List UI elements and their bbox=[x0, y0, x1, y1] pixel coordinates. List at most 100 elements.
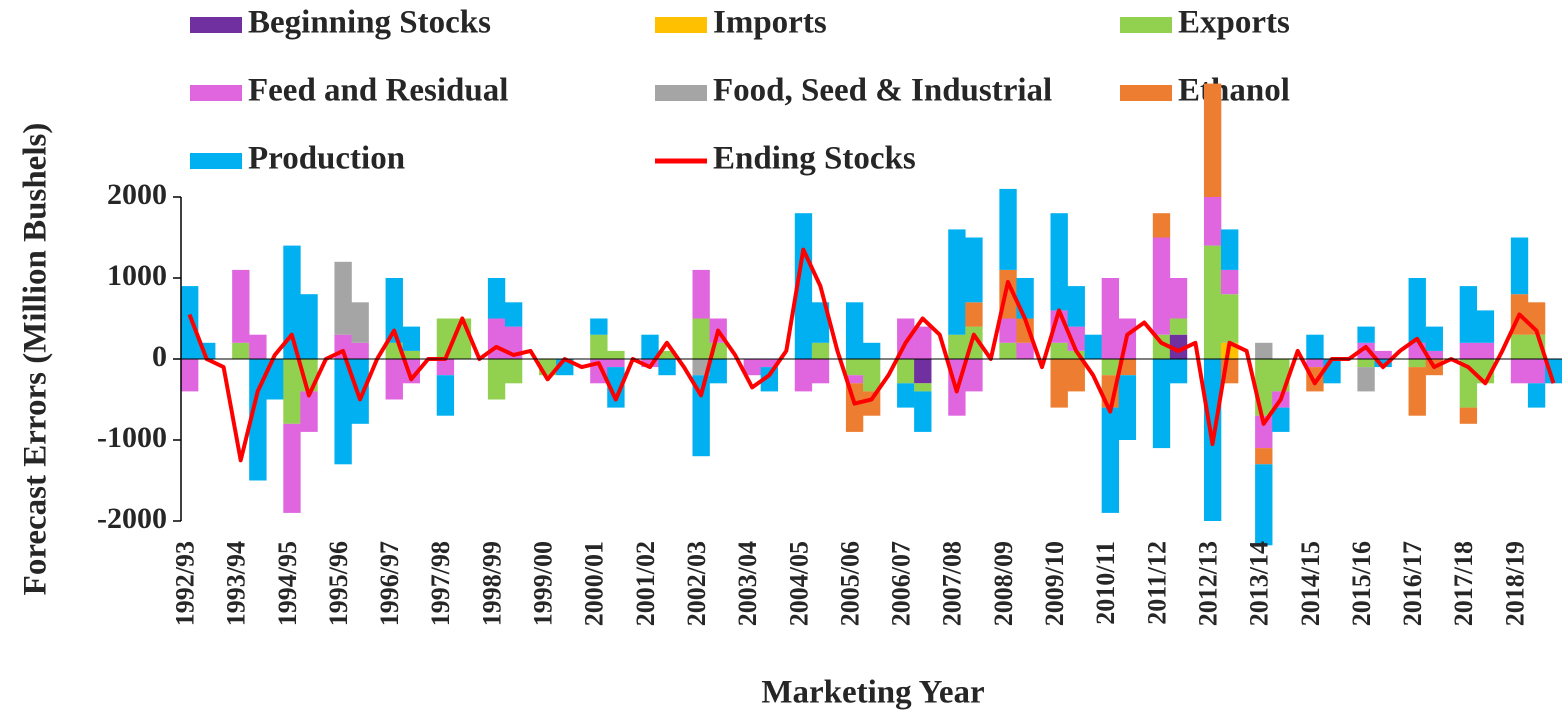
bar bbox=[351, 342, 369, 359]
bar bbox=[897, 383, 915, 408]
bar bbox=[1272, 407, 1290, 432]
bar bbox=[692, 318, 710, 359]
y-tick-label: 0 bbox=[152, 340, 167, 373]
bar bbox=[1118, 359, 1137, 376]
bar bbox=[658, 359, 676, 376]
bar bbox=[504, 359, 523, 384]
legend-label: Exports bbox=[1178, 5, 1290, 41]
x-tick-label: 2003/04 bbox=[733, 541, 762, 626]
x-tick-label: 2007/08 bbox=[938, 541, 967, 626]
x-axis-title: Marketing Year bbox=[761, 675, 984, 711]
bar bbox=[385, 359, 403, 400]
bar bbox=[1152, 359, 1171, 449]
bar bbox=[283, 423, 301, 513]
bar bbox=[1169, 278, 1188, 319]
bar bbox=[1357, 367, 1375, 392]
x-tick-label: 1996/97 bbox=[375, 541, 404, 626]
bar bbox=[811, 359, 830, 384]
y-tick-label: -1000 bbox=[97, 421, 167, 454]
bar bbox=[181, 286, 199, 359]
bar bbox=[794, 213, 813, 359]
bar bbox=[1169, 334, 1188, 359]
legend-swatch bbox=[655, 85, 707, 101]
bar bbox=[811, 342, 830, 359]
bar bbox=[487, 359, 506, 400]
bar bbox=[351, 359, 369, 424]
bar bbox=[1527, 383, 1546, 408]
bar bbox=[1476, 310, 1495, 343]
bar bbox=[1255, 415, 1273, 449]
legend-label: Production bbox=[248, 141, 405, 177]
legend-label: Beginning Stocks bbox=[248, 5, 491, 41]
bar bbox=[845, 375, 864, 384]
bar bbox=[1255, 448, 1273, 465]
x-tick-label: 2006/07 bbox=[887, 541, 916, 626]
bar bbox=[658, 350, 676, 359]
bar bbox=[1408, 278, 1426, 343]
x-tick-label: 1999/00 bbox=[529, 541, 558, 626]
bar bbox=[487, 278, 506, 319]
x-tick-label: 2013/14 bbox=[1245, 541, 1274, 626]
x-tick-label: 2004/05 bbox=[784, 541, 813, 626]
bar bbox=[590, 334, 608, 359]
bar bbox=[1067, 359, 1085, 392]
x-tick-label: 2016/17 bbox=[1398, 541, 1427, 626]
bar bbox=[845, 359, 864, 376]
bar bbox=[1459, 407, 1478, 424]
legend-label: Feed and Residual bbox=[248, 73, 508, 109]
bar bbox=[300, 391, 318, 432]
bar bbox=[266, 359, 284, 400]
line-series bbox=[187, 247, 1556, 463]
bar bbox=[1459, 286, 1478, 343]
bar bbox=[794, 359, 813, 392]
bar bbox=[232, 342, 250, 359]
bar bbox=[1357, 326, 1375, 343]
bar bbox=[1221, 229, 1239, 270]
x-tick-label: 2014/15 bbox=[1296, 541, 1325, 626]
bar bbox=[1374, 359, 1392, 368]
bar bbox=[453, 318, 472, 359]
y-axis-title: Forecast Errors (Million Bushels) bbox=[18, 123, 54, 596]
legend-label: Food, Seed & Industrial bbox=[713, 73, 1052, 109]
bar bbox=[590, 318, 608, 335]
bar bbox=[249, 334, 267, 359]
bar bbox=[1374, 350, 1392, 359]
bar bbox=[862, 359, 881, 392]
bar bbox=[436, 375, 455, 416]
x-tick-label: 2010/11 bbox=[1091, 541, 1120, 625]
x-tick-label: 2002/03 bbox=[682, 541, 711, 626]
y-tick-label: -2000 bbox=[97, 502, 167, 535]
bar bbox=[1067, 286, 1085, 327]
bar bbox=[1101, 278, 1120, 359]
bar bbox=[334, 359, 352, 465]
bar bbox=[999, 188, 1017, 270]
bar bbox=[1067, 350, 1085, 359]
bar bbox=[300, 294, 318, 359]
bar bbox=[1323, 359, 1341, 384]
bar bbox=[385, 278, 403, 343]
x-tick-label: 1998/99 bbox=[477, 541, 506, 626]
bar bbox=[351, 302, 369, 343]
bar bbox=[607, 359, 625, 368]
x-tick-label: 2017/18 bbox=[1449, 541, 1478, 626]
bar bbox=[249, 359, 267, 481]
bar bbox=[692, 375, 710, 457]
bar bbox=[1408, 359, 1426, 368]
bar bbox=[1408, 367, 1426, 416]
bar bbox=[1357, 359, 1375, 368]
bar bbox=[965, 237, 983, 303]
bar bbox=[1425, 326, 1443, 351]
bar bbox=[1050, 213, 1068, 311]
bar bbox=[1169, 318, 1188, 335]
x-tick-label: 1993/94 bbox=[222, 541, 251, 626]
bar bbox=[1101, 359, 1120, 376]
bar bbox=[999, 318, 1017, 343]
bar bbox=[1255, 464, 1273, 546]
legend-swatch bbox=[655, 17, 707, 33]
bar bbox=[709, 359, 727, 384]
bar bbox=[334, 261, 352, 335]
bar bbox=[845, 302, 864, 359]
x-tick-label: 1997/98 bbox=[426, 541, 455, 626]
bar bbox=[1203, 197, 1222, 246]
bar bbox=[760, 359, 779, 368]
